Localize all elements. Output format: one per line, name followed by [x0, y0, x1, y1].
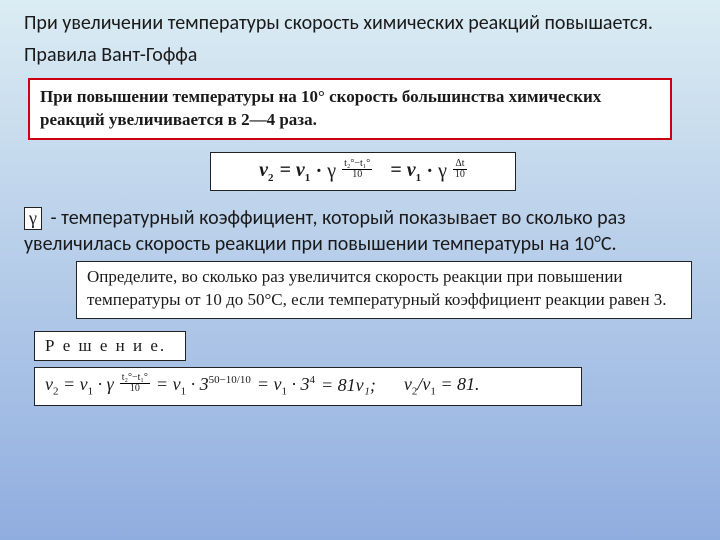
slide-content: При увеличении температуры скорость хими… [0, 0, 720, 416]
formula-v2-sub: 2 [268, 172, 274, 184]
gamma-explanation: γ - температурный коэффициент, который п… [24, 205, 702, 257]
sol-exp-mid: 50−10/10 [209, 374, 251, 386]
solution-exponent-frac: t₂°−t₁° 10 [120, 373, 150, 394]
formula-dot-1: · [316, 160, 321, 183]
sol-exp-4: 4 [310, 374, 316, 386]
frac1-den: 10 [350, 170, 364, 180]
heading-text: При увеличении температуры скорость хими… [24, 10, 702, 36]
formula-v1b-sub: 1 [416, 172, 422, 184]
formula-gamma-1: γ [327, 160, 336, 183]
subheading-text: Правила Вант-Гоффа [24, 42, 702, 68]
solution-label: Р е ш е н и е. [34, 331, 186, 361]
formula-exponent-2: Δt 10 [453, 159, 467, 180]
gamma-symbol-box: γ [24, 207, 42, 231]
formula-box: v2 = v1 · γ t₂°−t₁° 10 = v1 · γ Δt 10 [210, 152, 516, 191]
solution-box: v2 = v1 · γ t₂°−t₁° 10 = v1 · 350−10/10 … [34, 367, 582, 407]
formula-v1-sub: 1 [305, 172, 311, 184]
formula-row: v2 = v1 · γ t₂°−t₁° 10 = v1 · γ Δt 10 [223, 159, 503, 184]
sol-frac-den: 10 [128, 384, 142, 394]
rule-text: При повышении температуры на 10° скорост… [40, 87, 601, 129]
task-box: Определите, во сколько раз увеличится ск… [76, 261, 692, 319]
frac2-den: 10 [453, 170, 467, 180]
vant-hoff-rule-box: При повышении температуры на 10° скорост… [28, 78, 672, 140]
solution-row: v2 = v1 · γ t₂°−t₁° 10 = v1 · 350−10/10 … [45, 374, 571, 398]
formula-dot-2: · [427, 160, 432, 183]
formula-exponent-1: t₂°−t₁° 10 [342, 159, 372, 180]
formula-gamma-2: γ [438, 160, 447, 183]
gamma-text: - температурный коэффициент, который пок… [24, 206, 626, 256]
sol-eq-81: = 81v₁; [321, 375, 376, 396]
